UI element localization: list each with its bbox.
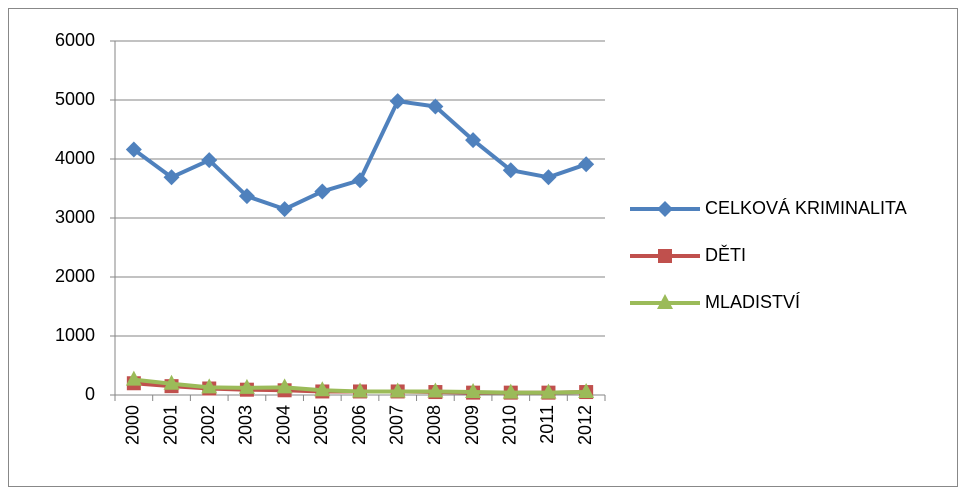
y-tick-label: 3000 bbox=[55, 207, 95, 227]
legend-marker bbox=[657, 294, 673, 309]
legend-label: DĚTI bbox=[705, 245, 746, 265]
data-point bbox=[427, 382, 444, 398]
y-tick-label: 6000 bbox=[55, 30, 95, 50]
y-tick-label: 5000 bbox=[55, 89, 95, 109]
data-point bbox=[540, 383, 557, 399]
x-tick-label: 2012 bbox=[575, 405, 595, 445]
x-tick-label: 2000 bbox=[123, 405, 143, 445]
data-point bbox=[352, 172, 368, 189]
chart-border bbox=[8, 8, 958, 487]
x-tick-label: 2008 bbox=[424, 405, 444, 445]
legend-marker bbox=[658, 249, 672, 263]
data-point bbox=[276, 201, 293, 218]
x-tick-label: 2006 bbox=[349, 405, 369, 445]
data-point bbox=[201, 378, 218, 394]
data-point bbox=[238, 188, 255, 205]
x-tick-label: 2005 bbox=[311, 405, 331, 445]
x-tick-label: 2011 bbox=[537, 405, 557, 444]
y-tick-label: 0 bbox=[85, 384, 95, 404]
data-point bbox=[389, 382, 406, 398]
data-point bbox=[201, 152, 218, 169]
data-point bbox=[427, 98, 444, 115]
data-point bbox=[465, 132, 482, 149]
data-point bbox=[578, 383, 595, 399]
data-point bbox=[502, 383, 519, 399]
legend-marker bbox=[657, 201, 673, 217]
data-point bbox=[465, 383, 482, 399]
y-tick-label: 4000 bbox=[55, 148, 95, 168]
data-point bbox=[352, 382, 368, 398]
data-point bbox=[314, 183, 331, 200]
x-tick-label: 2002 bbox=[198, 405, 218, 445]
data-point bbox=[578, 156, 595, 173]
legend-label: CELKOVÁ KRIMINALITA bbox=[705, 198, 907, 218]
data-point bbox=[238, 378, 255, 394]
data-point bbox=[314, 381, 331, 397]
data-point bbox=[389, 93, 406, 110]
data-point bbox=[540, 169, 557, 186]
x-tick-label: 2009 bbox=[462, 405, 482, 445]
data-point bbox=[125, 370, 142, 386]
x-tick-label: 2003 bbox=[236, 405, 256, 445]
x-tick-label: 2004 bbox=[273, 405, 293, 445]
y-tick-label: 2000 bbox=[55, 266, 95, 286]
data-point bbox=[125, 141, 142, 158]
x-tick-label: 2010 bbox=[500, 405, 520, 445]
data-point bbox=[163, 374, 180, 390]
data-point bbox=[276, 378, 293, 394]
data-point bbox=[163, 169, 180, 186]
data-point bbox=[502, 162, 519, 179]
y-tick-label: 1000 bbox=[55, 325, 95, 345]
legend-label: MLADISTVÍ bbox=[705, 292, 800, 312]
x-tick-label: 2007 bbox=[386, 405, 406, 445]
x-tick-label: 2001 bbox=[160, 405, 180, 445]
